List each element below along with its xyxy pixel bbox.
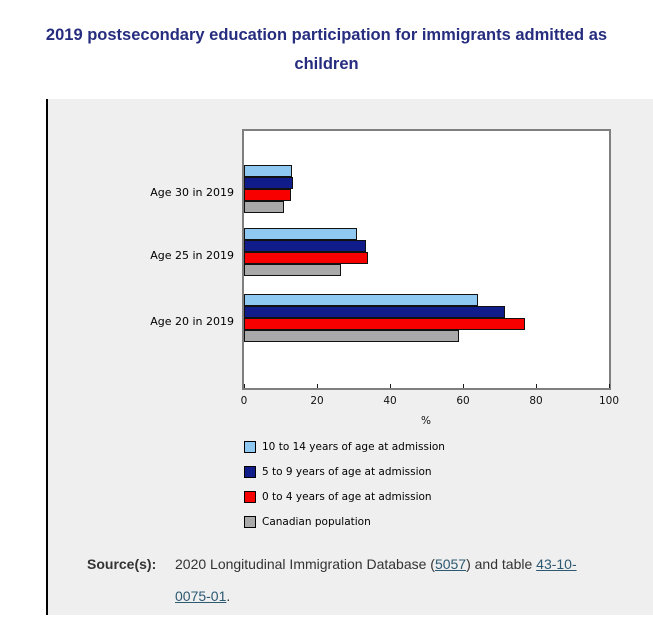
chart-bar: [244, 177, 293, 189]
x-tick-mark: [463, 384, 464, 388]
legend-label: 5 to 9 years of age at admission: [262, 466, 432, 478]
category-label: Age 25 in 2019: [150, 249, 234, 262]
x-tick-mark: [244, 384, 245, 388]
source-link-table[interactable]: 43-10-0075-01: [175, 556, 577, 604]
chart-bar: [244, 252, 368, 264]
chart-bar: [244, 264, 341, 276]
x-axis-title: %: [421, 415, 431, 427]
category-label: Age 20 in 2019: [150, 315, 234, 328]
source-text-part: 2020 Longitudinal Immigration Database (: [175, 556, 435, 572]
chart-bar: [244, 228, 357, 240]
plot-area: [242, 129, 611, 390]
legend-label: 10 to 14 years of age at admission: [262, 441, 445, 453]
chart-bar: [244, 201, 284, 213]
chart-bar: [244, 330, 459, 342]
source-text-part: ) and table: [466, 556, 537, 572]
x-tick-label: 0: [240, 395, 248, 407]
legend-label: Canadian population: [262, 516, 371, 528]
legend-swatch: [244, 516, 256, 528]
x-tick-label: 20: [310, 395, 324, 407]
chart-panel: Age 30 in 2019 Age 25 in 2019 Age 20 in 20…: [46, 99, 653, 615]
legend-label: 0 to 4 years of age at admission: [262, 491, 432, 503]
x-tick-mark: [609, 384, 610, 388]
chart-bar: [244, 318, 525, 330]
chart-bar: [244, 165, 292, 177]
chart-title: 2019 postsecondary education participati…: [45, 26, 608, 73]
x-tick-label: 80: [529, 395, 543, 407]
source-link-database[interactable]: 5057: [434, 556, 467, 572]
chart-bar: [244, 240, 366, 252]
source-label: Source(s):: [87, 556, 157, 572]
legend-swatch: [244, 441, 256, 453]
legend-swatch: [244, 491, 256, 503]
x-tick-mark: [390, 384, 391, 388]
x-tick-label: 100: [598, 395, 620, 407]
legend-swatch: [244, 466, 256, 478]
x-tick-label: 40: [383, 395, 397, 407]
page-title: 2019 postsecondary education participati…: [0, 21, 653, 79]
source-text: 2020 Longitudinal Immigration Database (…: [175, 548, 577, 612]
x-tick-mark: [536, 384, 537, 388]
x-tick-label: 60: [456, 395, 470, 407]
chart-bar: [244, 306, 505, 318]
x-tick-mark: [317, 384, 318, 388]
chart-bar: [244, 294, 478, 306]
chart-bar: [244, 189, 291, 201]
category-label: Age 30 in 2019: [150, 186, 234, 199]
source-text-part: .: [226, 588, 231, 604]
